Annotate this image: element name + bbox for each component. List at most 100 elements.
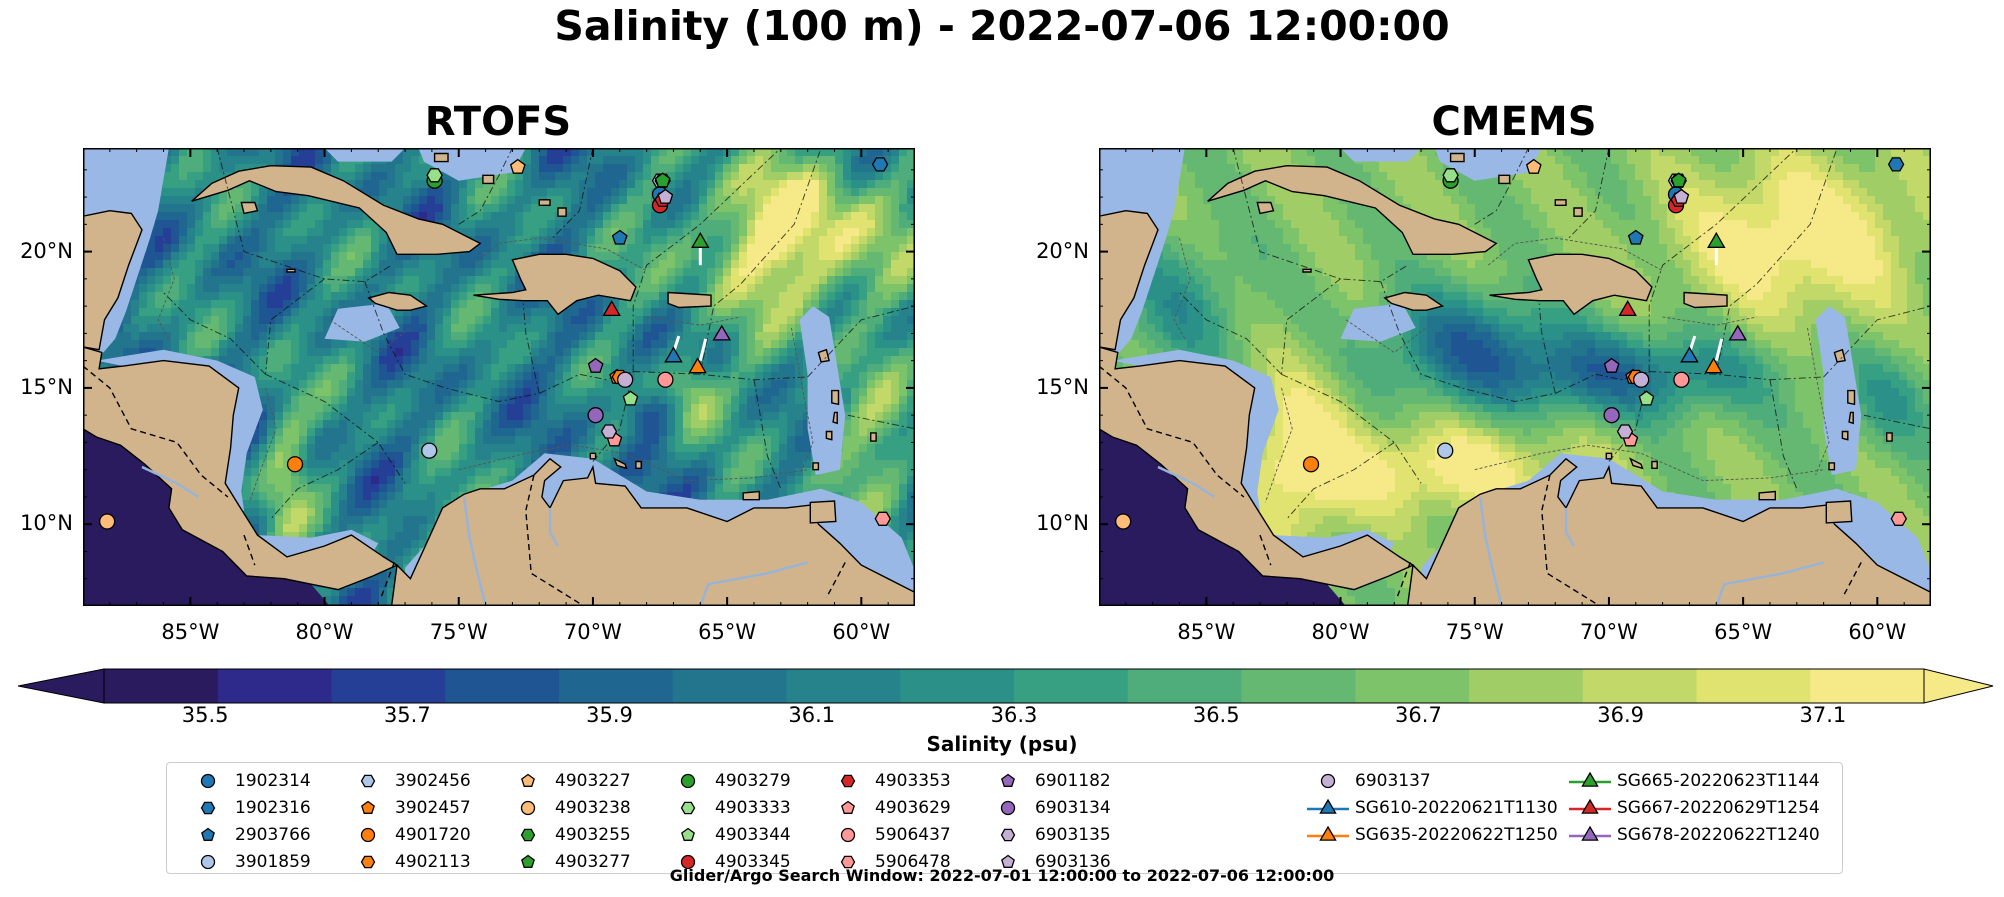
eez-boundary — [753, 379, 782, 489]
station-marker-SG667-20220629T1254 — [602, 299, 621, 317]
station-marker-SG665-20220623T1144 — [691, 231, 710, 248]
bathymetry-contour — [248, 387, 277, 503]
station-marker-SG610-20220621T1130 — [1680, 346, 1699, 363]
legend-label: 3902456 — [395, 771, 471, 791]
station-marker-1902316 — [871, 157, 889, 172]
legend-label: SG635-20220622T1250 — [1355, 825, 1558, 845]
glider-track — [1714, 338, 1724, 361]
river-line — [462, 496, 487, 606]
station-marker-6903135 — [1616, 424, 1634, 439]
colorbar-segment — [1127, 669, 1242, 703]
lon-tick-label: 65°W — [698, 620, 757, 644]
land-mass — [83, 148, 399, 591]
colorbar — [17, 668, 1994, 704]
map-panel-cmems — [1098, 148, 1932, 606]
station-marker-6903135 — [600, 424, 618, 439]
land-mass — [1847, 389, 1856, 406]
legend-marker-circle-icon — [1000, 800, 1016, 816]
eez-boundary — [552, 148, 594, 239]
station-marker-5906478 — [1890, 511, 1908, 526]
legend-label: 2903766 — [235, 825, 311, 845]
station-marker-3901859 — [1437, 442, 1454, 459]
bathymetry-contour — [1487, 237, 1663, 272]
station-marker-4903227 — [509, 158, 526, 174]
land-mass — [1383, 291, 1445, 311]
colorbar-segment — [672, 669, 787, 703]
land-mass — [1886, 432, 1893, 442]
land-mass — [473, 253, 637, 316]
legend-label: 5906478 — [875, 852, 951, 872]
legend-label: SG678-20220622T1240 — [1617, 825, 1820, 845]
country-border — [1259, 534, 1272, 566]
station-marker-4903277 — [1670, 172, 1687, 188]
colorbar-segment — [445, 669, 560, 703]
land-mass — [1629, 457, 1644, 470]
river-line — [141, 465, 200, 499]
lon-tick-label: 85°W — [1177, 620, 1236, 644]
station-marker-6903134 — [587, 407, 604, 424]
legend-marker-circle-icon — [1320, 773, 1336, 789]
station-marker-4903333 — [1442, 168, 1459, 183]
land-mass — [482, 174, 495, 185]
station-marker-3901859 — [421, 442, 438, 459]
colorbar-segment — [786, 669, 901, 703]
bathymetry-contour — [1173, 237, 1191, 340]
legend-marker-pentagon-icon — [201, 827, 215, 841]
land-mass — [1848, 411, 1854, 425]
legend-marker-triangle-icon — [1569, 798, 1611, 814]
river-line — [1715, 561, 1824, 606]
station-marker-SG665-20220623T1144 — [1707, 231, 1726, 248]
legend-label: 4903353 — [875, 771, 951, 791]
land-mass — [832, 411, 838, 425]
colorbar-segment — [559, 669, 674, 703]
land-mass — [1302, 268, 1312, 273]
legend-label: 6901182 — [1035, 771, 1111, 791]
river-line — [699, 561, 808, 606]
eez-boundary — [807, 305, 915, 378]
river-line — [548, 507, 560, 547]
land-mass — [667, 291, 712, 309]
bathymetry-contour — [1807, 327, 1830, 476]
land-mass — [1099, 148, 1415, 591]
legend-marker-pentagon-icon — [841, 800, 855, 814]
lat-tick-label: 10°N — [20, 511, 73, 536]
eez-boundary — [1648, 148, 1798, 372]
colorbar-label: Salinity (psu) — [926, 732, 1078, 756]
land-mass — [1841, 430, 1849, 441]
station-marker-2903766 — [611, 229, 628, 245]
eez-boundary — [1380, 281, 1556, 403]
legend-marker-circle-icon — [680, 773, 696, 789]
legend-marker-circle-icon — [840, 827, 856, 843]
eez-boundary — [1474, 148, 1529, 225]
legend-label: 4902113 — [395, 852, 471, 872]
land-mass — [1573, 207, 1583, 217]
colorbar-segment — [104, 669, 219, 703]
land-mass — [812, 462, 820, 471]
station-marker-4903238 — [1115, 513, 1132, 530]
station-markers — [99, 157, 892, 530]
colorbar-tick-label: 36.9 — [1597, 703, 1645, 727]
land-mass — [367, 291, 429, 311]
legend-marker-pentagon-icon — [521, 854, 535, 868]
bathymetry-contour — [1345, 319, 1427, 354]
legend-marker-hexagon-icon — [360, 855, 376, 869]
eez-boundary — [458, 148, 513, 225]
station-marker-SG610-20220621T1130 — [664, 346, 683, 363]
lat-tick-label: 15°N — [20, 374, 73, 399]
map-frame — [83, 148, 915, 606]
eez-boundary — [1568, 148, 1610, 239]
land-mass — [1207, 164, 1498, 256]
legend-marker-triangle-icon — [1569, 825, 1611, 841]
bathymetry-contour — [157, 237, 175, 340]
colorbar-segment — [900, 669, 1015, 703]
colorbar-segment — [331, 669, 446, 703]
station-marker-4901720 — [286, 456, 304, 473]
legend-label: 1902314 — [235, 771, 311, 791]
land-mass — [538, 199, 551, 206]
pacific-deep-water — [83, 428, 330, 606]
station-marker-SG667-20220629T1254 — [1618, 299, 1637, 317]
colorbar-segment — [1014, 669, 1129, 703]
lon-tick-label: 60°W — [832, 620, 891, 644]
land-mass — [825, 430, 833, 441]
map-rtofs — [82, 148, 916, 606]
